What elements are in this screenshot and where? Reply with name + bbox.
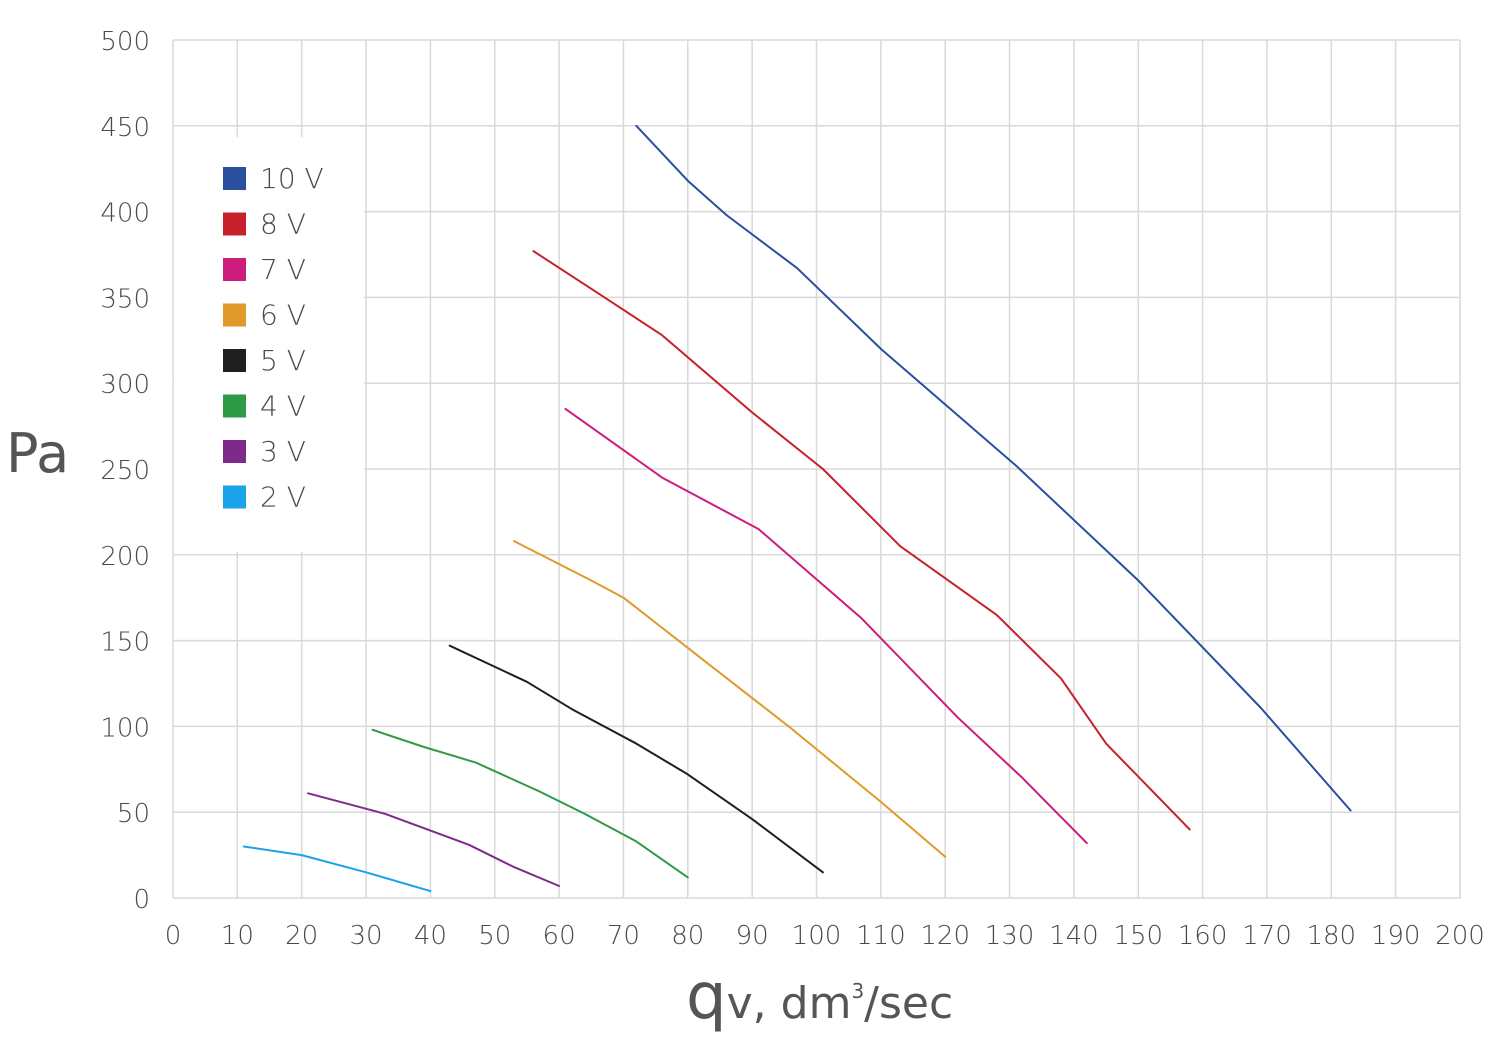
x-tick-label: 50 <box>478 921 511 951</box>
series-line <box>635 124 1352 812</box>
x-tick-label: 100 <box>792 921 842 951</box>
x-axis-title-end: /sec <box>864 978 953 1029</box>
y-tick-label: 400 <box>100 199 150 229</box>
x-axis-title-rest: v, dm <box>727 978 852 1029</box>
legend-label: 3 V <box>260 435 306 468</box>
legend-swatch <box>223 212 246 236</box>
legend-swatch <box>223 303 246 327</box>
axes: 0 10 20 30 40 50 60 70 80 90 100 110 120 130 140 150 160… <box>100 27 1484 951</box>
legend-box <box>174 137 364 552</box>
series-line <box>307 792 561 887</box>
series-line <box>513 540 947 858</box>
x-tick-label: 30 <box>350 921 383 951</box>
x-tick-label: 60 <box>543 921 576 951</box>
series-line <box>371 728 689 879</box>
legend-label: 4 V <box>260 390 306 423</box>
x-tick-label: 120 <box>920 921 970 951</box>
legend: 10 V 8 V 7 V 6 V 5 V 4 V 3 V 2 V <box>223 162 324 514</box>
legend-swatch <box>223 349 246 372</box>
legend-label: 5 V <box>260 344 306 377</box>
x-tick-label: 0 <box>165 921 182 951</box>
legend-label: 6 V <box>260 299 306 332</box>
series-line <box>242 845 432 893</box>
y-tick-label: 0 <box>133 885 150 915</box>
legend-background <box>174 137 364 552</box>
x-tick-label: 40 <box>414 921 447 951</box>
legend-swatch <box>223 485 246 509</box>
x-tick-label: 10 <box>221 921 254 951</box>
y-tick-label: 50 <box>117 799 150 829</box>
x-tick-label: 90 <box>736 921 769 951</box>
x-axis-title-sup: 3 <box>851 979 864 1003</box>
y-tick-label: 150 <box>100 628 150 658</box>
legend-swatch <box>223 394 246 418</box>
y-tick-label: 350 <box>100 284 150 314</box>
x-axis-title-main: q <box>686 960 727 1034</box>
y-tick-label: 200 <box>100 542 150 572</box>
x-tick-label: 150 <box>1113 921 1163 951</box>
x-tick-label: 110 <box>856 921 906 951</box>
x-tick-label: 160 <box>1178 921 1228 951</box>
grid <box>172 39 1461 899</box>
legend-label: 8 V <box>260 208 306 241</box>
x-tick-label: 20 <box>285 921 318 951</box>
y-tick-label: 450 <box>100 113 150 143</box>
series-line <box>532 250 1191 831</box>
y-tick-label: 300 <box>100 370 150 400</box>
x-tick-label: 170 <box>1242 921 1292 951</box>
legend-swatch <box>223 440 246 463</box>
legend-swatch <box>223 258 246 281</box>
x-tick-label: 80 <box>671 921 704 951</box>
legend-swatch <box>223 167 246 190</box>
series-line <box>564 407 1088 845</box>
legend-label: 7 V <box>260 253 306 286</box>
y-tick-label: 250 <box>100 456 150 486</box>
legend-label: 10 V <box>260 162 324 195</box>
series-group <box>242 124 1352 893</box>
x-tick-label: 140 <box>1049 921 1099 951</box>
x-tick-label: 130 <box>985 921 1035 951</box>
x-tick-label: 70 <box>607 921 640 951</box>
y-axis-title: Pa <box>6 422 69 485</box>
x-tick-label: 180 <box>1306 921 1356 951</box>
series-line <box>448 644 824 874</box>
legend-label: 2 V <box>260 481 306 514</box>
y-tick-label: 500 <box>100 27 150 57</box>
y-tick-label: 100 <box>100 713 150 743</box>
x-axis-title: qv, dm3/sec <box>686 960 953 1034</box>
x-tick-label: 190 <box>1371 921 1421 951</box>
x-tick-label: 200 <box>1435 921 1485 951</box>
